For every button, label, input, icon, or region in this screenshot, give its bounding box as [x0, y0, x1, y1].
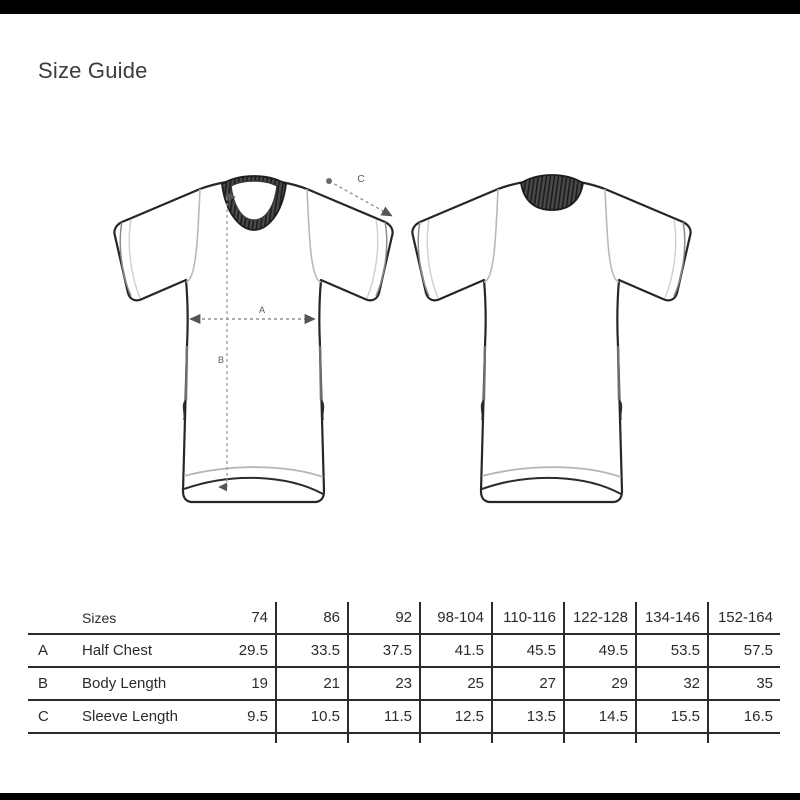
front-left-cuff-fold-inner	[128, 219, 141, 299]
table-divider-stub-row	[28, 733, 780, 743]
row-key-c: C	[28, 700, 76, 734]
row-name-a: Half Chest	[76, 634, 204, 668]
cell-c-0: 9.5	[204, 700, 276, 734]
back-hem-lower	[481, 476, 622, 495]
back-right-cuff-fold-inner	[664, 219, 677, 299]
measure-label-chest: A	[259, 305, 265, 315]
stub-4	[491, 733, 564, 743]
cell-a-0: 29.5	[204, 634, 276, 668]
front-left-cuff-fold	[119, 221, 132, 297]
cell-c-5: 14.5	[563, 700, 636, 734]
table-row: C Sleeve Length 9.5 10.5 11.5 12.5 13.5 …	[28, 700, 780, 734]
back-right-side-seam	[616, 345, 621, 401]
table-row: B Body Length 19 21 23 25 27 29 32 35	[28, 667, 780, 701]
stub-5	[563, 733, 636, 743]
stub-2	[347, 733, 420, 743]
cell-b-5: 29	[563, 667, 636, 701]
front-right-waist-notch	[320, 399, 325, 421]
stub-6	[635, 733, 708, 743]
cell-b-2: 23	[347, 667, 420, 701]
tshirt-diagram: A B C	[113, 174, 692, 504]
cell-a-6: 53.5	[635, 634, 708, 668]
stub-1	[275, 733, 348, 743]
header-size-0: 74	[204, 602, 276, 635]
cell-b-7: 35	[707, 667, 780, 701]
header-size-2: 92	[347, 602, 420, 635]
front-left-waist-notch	[182, 399, 187, 421]
measure-label-length: B	[218, 355, 224, 365]
cell-a-1: 33.5	[275, 634, 348, 668]
row-key-b: B	[28, 667, 76, 701]
size-table-body: Sizes 74 86 92 98-104 110-116 122-128 13…	[28, 602, 780, 743]
size-table-container: Sizes 74 86 92 98-104 110-116 122-128 13…	[28, 602, 780, 743]
cell-b-3: 25	[419, 667, 492, 701]
page-title: Size Guide	[38, 58, 148, 83]
back-collar-rib	[520, 174, 584, 211]
cell-b-0: 19	[204, 667, 276, 701]
row-key-a: A	[28, 634, 76, 668]
front-body-outline	[113, 178, 394, 504]
cell-b-1: 21	[275, 667, 348, 701]
cell-a-4: 45.5	[491, 634, 564, 668]
letterbox-bar-bottom	[0, 793, 800, 800]
measurement-annotations: A B C	[189, 174, 393, 492]
header-size-6: 134-146	[635, 602, 708, 635]
header-size-4: 110-116	[491, 602, 564, 635]
back-left-cuff-fold	[417, 221, 430, 297]
table-header-row: Sizes 74 86 92 98-104 110-116 122-128 13…	[28, 602, 780, 635]
front-left-side-seam	[184, 345, 189, 401]
back-hem-upper	[481, 466, 622, 478]
cell-c-2: 11.5	[347, 700, 420, 734]
cell-b-6: 32	[635, 667, 708, 701]
stub-0	[204, 733, 276, 743]
front-right-cuff-fold	[375, 221, 388, 297]
back-right-waist-notch	[618, 399, 623, 421]
stub-name	[76, 733, 204, 743]
stub-3	[419, 733, 492, 743]
cell-c-7: 16.5	[707, 700, 780, 734]
header-measure-cell: Sizes	[76, 602, 204, 635]
front-collar-opening	[230, 180, 278, 221]
cell-c-3: 12.5	[419, 700, 492, 734]
back-left-waist-notch	[480, 399, 485, 421]
back-body-outline	[411, 178, 692, 504]
measure-line-sleeve	[326, 178, 393, 217]
cell-a-2: 37.5	[347, 634, 420, 668]
cell-c-4: 13.5	[491, 700, 564, 734]
back-left-cuff-fold-inner	[426, 219, 439, 299]
row-name-b: Body Length	[76, 667, 204, 701]
measure-label-sleeve: C	[357, 174, 364, 185]
stub-7	[707, 733, 780, 743]
cell-c-1: 10.5	[275, 700, 348, 734]
tshirt-back	[411, 174, 692, 504]
front-hem-lower	[183, 476, 324, 495]
stub-key	[28, 733, 76, 743]
cell-b-4: 27	[491, 667, 564, 701]
size-table: Sizes 74 86 92 98-104 110-116 122-128 13…	[28, 602, 780, 743]
cell-a-3: 41.5	[419, 634, 492, 668]
row-name-c: Sleeve Length	[76, 700, 204, 734]
front-right-shoulder-seam	[306, 188, 322, 283]
tshirt-front	[113, 175, 394, 504]
front-right-cuff-fold-inner	[366, 219, 379, 299]
cell-a-7: 57.5	[707, 634, 780, 668]
cell-a-5: 49.5	[563, 634, 636, 668]
header-size-3: 98-104	[419, 602, 492, 635]
back-right-cuff-fold	[673, 221, 686, 297]
size-guide-illustration: A B C	[0, 150, 800, 550]
header-size-1: 86	[275, 602, 348, 635]
header-size-5: 122-128	[563, 602, 636, 635]
back-left-shoulder-seam	[483, 188, 499, 283]
cell-c-6: 15.5	[635, 700, 708, 734]
back-right-shoulder-seam	[604, 188, 620, 283]
header-size-7: 152-164	[707, 602, 780, 635]
letterbox-bar-top	[0, 0, 800, 14]
back-left-side-seam	[482, 345, 487, 401]
front-hem-upper	[183, 466, 324, 478]
header-key-cell	[28, 602, 76, 635]
front-right-side-seam	[318, 345, 323, 401]
table-row: A Half Chest 29.5 33.5 37.5 41.5 45.5 49…	[28, 634, 780, 668]
front-left-shoulder-seam	[185, 188, 201, 283]
